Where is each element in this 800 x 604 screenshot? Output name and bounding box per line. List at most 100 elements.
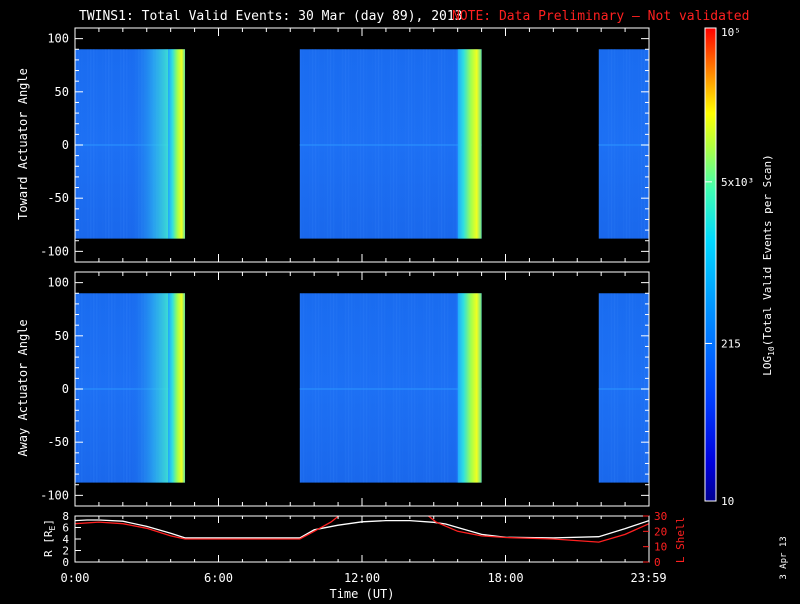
left-ytick-label: 8	[62, 510, 69, 523]
heatmap-stripe	[620, 293, 622, 482]
heatmap-stripe	[646, 49, 649, 239]
heatmap-high-band	[168, 293, 186, 483]
heatmap-stripe	[413, 293, 416, 483]
heatmap-stripe	[446, 293, 449, 483]
heatmap-stripe	[428, 293, 431, 483]
heatmap-stripe	[634, 293, 637, 483]
ytick-label: 100	[47, 276, 69, 290]
heatmap-stripe	[390, 293, 392, 482]
heatmap-stripe	[407, 293, 410, 483]
heatmap-stripe	[117, 293, 119, 482]
colorbar-gradient	[704, 27, 717, 502]
heatmap-stripe	[324, 49, 326, 238]
heatmap-stripe	[120, 49, 122, 239]
heatmap-stripe	[105, 49, 107, 239]
heatmap-stripe	[117, 49, 119, 238]
heatmap-stripe	[344, 293, 347, 483]
heatmap-stripe	[362, 49, 365, 239]
heatmap-stripe	[398, 49, 401, 239]
heatmap-stripe	[299, 49, 302, 239]
heatmap-stripe	[440, 293, 443, 483]
left-ytick-label: 6	[62, 522, 69, 535]
heatmap-stripe	[93, 49, 95, 239]
lshell-ylabel: L Shell	[674, 517, 687, 563]
heatmap-stripe	[111, 293, 113, 483]
heatmap-stripe	[410, 293, 413, 483]
heatmap-stripe	[640, 49, 643, 239]
ytick-label: 50	[55, 85, 69, 99]
heatmap-stripe	[75, 293, 77, 483]
colorbar-label-main: LOG	[761, 356, 774, 376]
heatmap-stripe	[311, 293, 314, 483]
heatmap-stripe	[314, 293, 317, 483]
heatmap-stripe	[450, 293, 452, 482]
heatmap-stripe	[617, 49, 619, 238]
heatmap-stripe	[320, 293, 323, 483]
heatmap-cyan-region	[130, 49, 169, 239]
heatmap-stripe	[432, 49, 434, 238]
heatmap-segment	[299, 293, 482, 483]
heatmap-stripe	[326, 49, 329, 239]
heatmap-segment	[598, 293, 649, 483]
heatmap-stripe	[374, 49, 377, 239]
heatmap-stripe	[350, 293, 353, 483]
heatmap-stripe	[631, 49, 634, 239]
heatmap-stripe	[425, 49, 428, 239]
heatmap-stripe	[387, 49, 389, 238]
ytick-label: -50	[47, 191, 69, 205]
heatmap-stripe	[620, 49, 622, 238]
heatmap-stripe	[371, 49, 374, 239]
heatmap-stripe	[302, 293, 305, 483]
heatmap-stripe	[437, 49, 440, 239]
heatmap-stripe	[628, 293, 631, 483]
heatmap-stripe	[637, 49, 640, 239]
xtick-label: 23:59	[631, 571, 667, 585]
xaxis-label: Time (UT)	[329, 587, 394, 600]
heatmap-stripe	[405, 293, 407, 482]
heatmap-stripe	[598, 293, 601, 483]
heatmap-stripe	[607, 49, 610, 239]
heatmap-stripe	[354, 293, 356, 482]
heatmap-stripe	[123, 293, 125, 483]
heatmap-stripe	[78, 293, 80, 483]
heatmap-stripe	[392, 49, 395, 239]
heatmap-stripe	[108, 49, 110, 239]
heatmap-stripe	[428, 49, 431, 239]
heatmap-stripe	[335, 293, 338, 483]
heatmap-stripe	[616, 293, 619, 483]
heatmap-stripe	[123, 49, 125, 239]
right-ytick-label: 30	[654, 510, 667, 523]
toward-heatmap-panel: -100 -50 0 50 100	[40, 27, 650, 263]
right-ytick-label: 10	[654, 541, 667, 554]
heatmap-stripe	[78, 49, 80, 239]
heatmap-stripe	[380, 293, 383, 483]
heatmap-stripe	[365, 49, 368, 239]
colorbar-tick-label: 215	[721, 337, 741, 350]
heatmap-stripe	[425, 293, 428, 483]
heatmap-cyan-region	[130, 293, 169, 483]
heatmap-stripe	[625, 293, 628, 483]
heatmap-stripe	[431, 293, 434, 483]
heatmap-stripe	[410, 49, 413, 239]
ytick-label: 100	[47, 32, 69, 46]
radius-label-text: R [R	[42, 530, 55, 557]
heatmap-stripe	[339, 49, 341, 238]
heatmap-stripe	[114, 293, 116, 483]
heatmap-stripe	[368, 293, 371, 483]
heatmap-stripe	[389, 49, 392, 239]
heatmap-stripe	[402, 293, 404, 482]
heatmap-stripe	[108, 293, 110, 483]
heatmap-stripe	[347, 293, 350, 483]
heatmap-stripe	[129, 293, 131, 483]
heatmap-high-band	[168, 49, 186, 239]
heatmap-stripe	[422, 49, 425, 239]
colorbar-label-rest: (Total Valid Events per Scan)	[761, 154, 774, 346]
heatmap-stripe	[314, 49, 317, 239]
heatmap-stripe	[643, 293, 646, 483]
generation-date: 3 Apr 13	[779, 536, 789, 579]
heatmap-stripe	[404, 49, 407, 239]
heatmap-stripe	[598, 49, 601, 239]
heatmap-stripe	[120, 293, 122, 482]
heatmap-stripe	[387, 293, 389, 482]
ytick-label: 0	[62, 382, 69, 396]
